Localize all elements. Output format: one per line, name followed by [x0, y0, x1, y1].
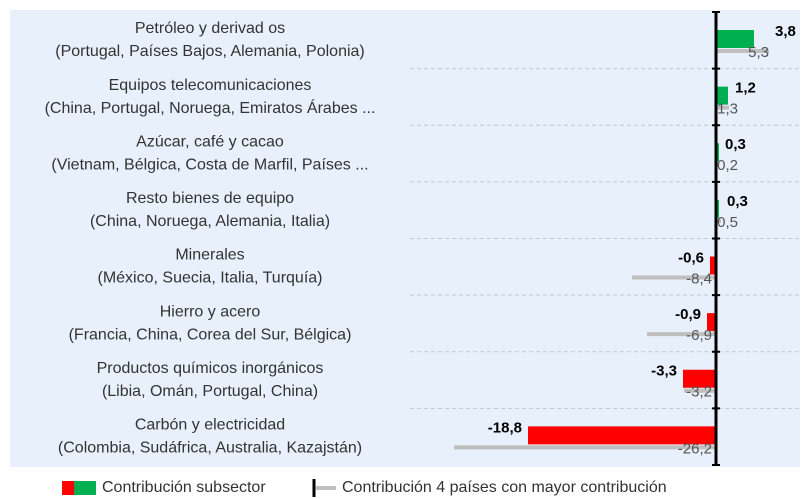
- bar: [683, 369, 716, 388]
- data-label: 3,8: [775, 23, 796, 40]
- data-label: -26,2: [678, 440, 712, 457]
- category-detail: (Libia, Omán, Portugal, China): [102, 383, 318, 400]
- category-label: Minerales: [175, 247, 244, 264]
- data-label: 0,2: [717, 157, 738, 174]
- category-detail: (Vietnam, Bélgica, Costa de Marfil, País…: [51, 156, 368, 173]
- data-label: -18,8: [488, 419, 522, 436]
- legend-label: Contribución 4 países con mayor contribu…: [342, 479, 667, 496]
- category-detail: (China, Noruega, Alemania, Italia): [90, 213, 330, 230]
- category-detail: (Francia, China, Corea del Sur, Bélgica): [69, 326, 352, 343]
- category-label: Azúcar, café y cacao: [136, 133, 284, 150]
- category-label: Hierro y acero: [160, 303, 261, 320]
- bar: [716, 86, 728, 105]
- data-label: 1,2: [735, 80, 756, 97]
- category-detail: (México, Suecia, Italia, Turquía): [98, 270, 323, 287]
- data-label: 0,3: [727, 193, 748, 210]
- category-label: Productos químicos inorgánicos: [97, 360, 324, 377]
- bar: [632, 275, 716, 280]
- category-label: Resto bienes de equipo: [126, 190, 294, 207]
- category-detail: (Colombia, Sudáfrica, Australia, Kazajst…: [58, 440, 362, 457]
- bar: [647, 332, 716, 337]
- bar: [716, 49, 769, 53]
- category-label: Carbón y electricidad: [135, 417, 285, 434]
- data-label: 5,3: [748, 44, 769, 61]
- legend-swatch: [316, 486, 336, 490]
- data-label: -0,9: [675, 306, 701, 323]
- data-label: -3,2: [686, 384, 712, 401]
- legend-swatch: [74, 481, 96, 495]
- bar: [528, 426, 716, 445]
- category-detail: (China, Portugal, Noruega, Emiratos Árab…: [45, 98, 376, 117]
- data-label: 0,5: [717, 214, 738, 231]
- data-label: -6,9: [686, 327, 712, 344]
- category-label: Equipos telecomunicaciones: [109, 77, 312, 94]
- bar: [684, 388, 716, 393]
- plot-background: [10, 10, 800, 467]
- legend-label: Contribución subsector: [102, 479, 266, 496]
- bar: [707, 313, 716, 332]
- bar: [716, 105, 729, 110]
- bar: [716, 30, 754, 48]
- data-label: 0,3: [725, 136, 746, 153]
- data-label: 1,3: [717, 101, 738, 118]
- category-label: Petróleo y derivad os: [135, 20, 285, 37]
- bar: [454, 445, 716, 450]
- legend-swatch: [62, 481, 74, 495]
- bar: [716, 218, 721, 223]
- category-detail: (Portugal, Países Bajos, Alemania, Polon…: [55, 43, 365, 60]
- data-label: -0,6: [678, 249, 704, 266]
- data-label: -8,4: [686, 270, 712, 287]
- data-label: -3,3: [651, 363, 677, 380]
- bar: [710, 256, 716, 275]
